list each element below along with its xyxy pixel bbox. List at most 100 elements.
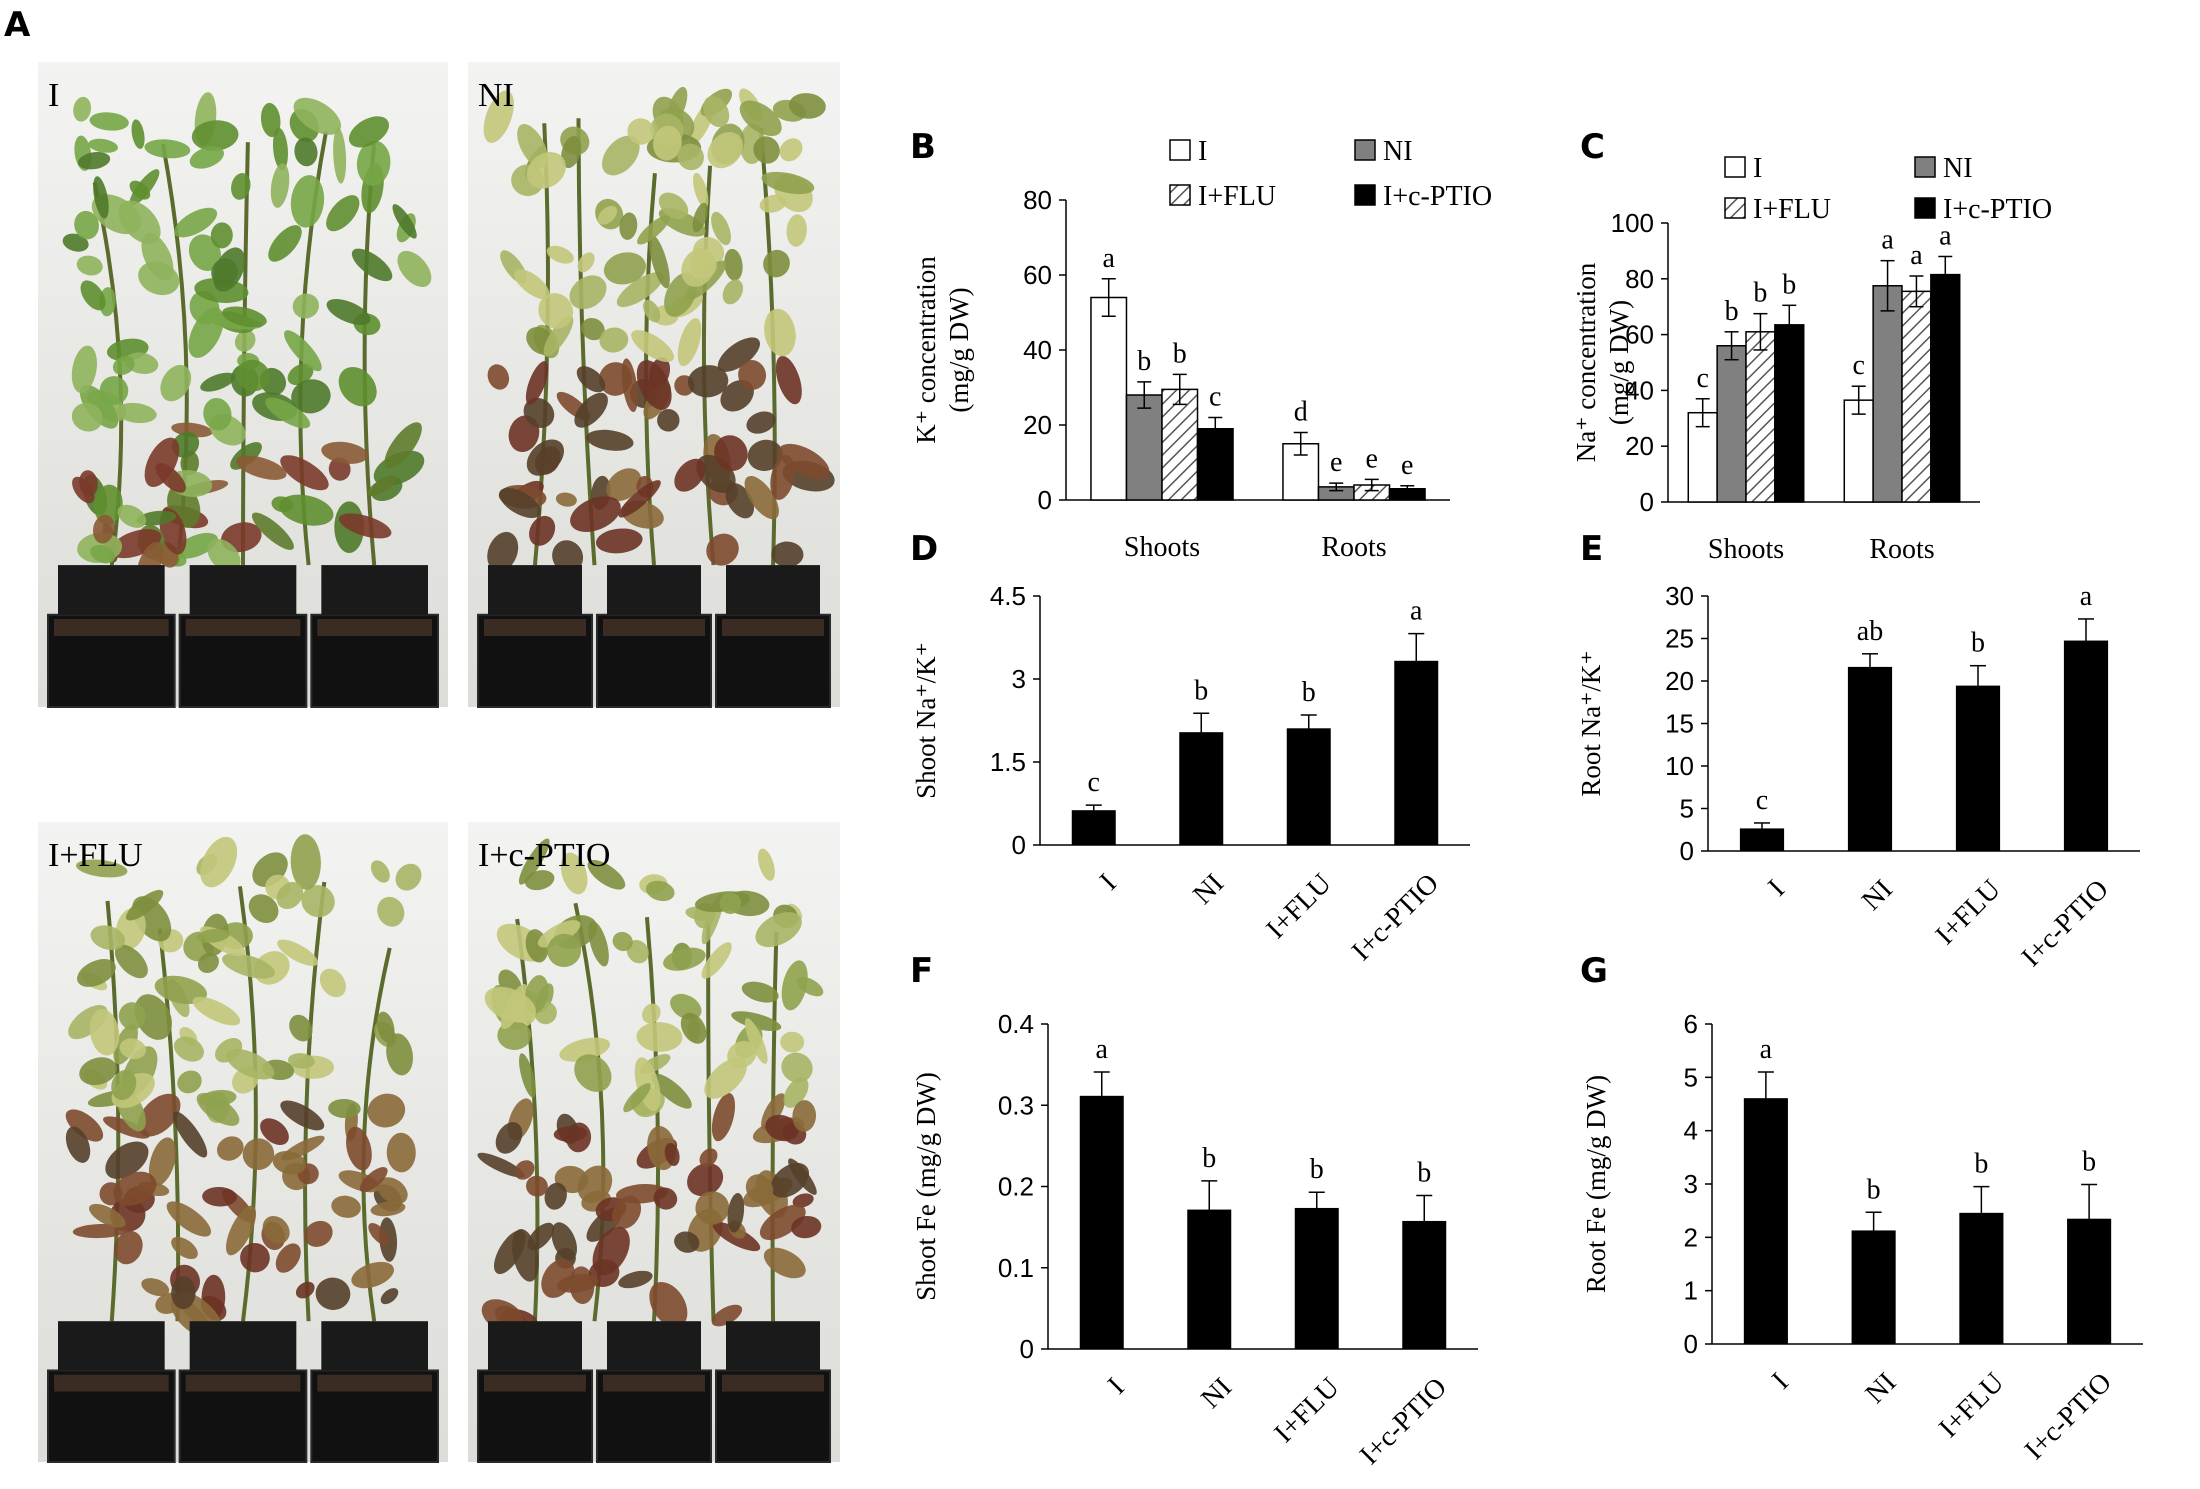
y-tick-label: 10 bbox=[1665, 751, 1694, 781]
legend-swatch-i-c-ptio bbox=[1354, 184, 1376, 206]
significance-letter: e bbox=[1366, 443, 1378, 474]
y-tick-label: 100 bbox=[1611, 208, 1654, 238]
y-tick-label: 2 bbox=[1684, 1222, 1698, 1252]
plant-photo-ni: NI bbox=[468, 62, 840, 709]
significance-letter: b bbox=[1310, 1154, 1324, 1185]
bar-i-flu bbox=[1286, 728, 1331, 846]
bar-i-flu-shoots bbox=[1161, 388, 1199, 501]
bar-ni bbox=[1851, 1230, 1896, 1345]
chart-g: G 0 1 2 3 4 5 6 Root Fe (mg/g DW) a Ib NI b I+FLU b I+c… bbox=[1580, 951, 2143, 1466]
category-label-i-flu: I+FLU bbox=[1260, 868, 1337, 945]
chart-c: C 0 20 40 60 80 100 Na⁺ concentration (mg/g DW) c… bbox=[1571, 127, 2052, 565]
y-axis-title-line-2: (mg/g DW) bbox=[1604, 300, 1634, 425]
significance-letter: b bbox=[1173, 338, 1187, 369]
category-label-roots: Roots bbox=[1869, 534, 1934, 565]
bar-i-c-ptio-roots bbox=[1930, 273, 1961, 503]
bar-i-roots bbox=[1843, 399, 1874, 503]
y-tick-label: 80 bbox=[1023, 185, 1052, 215]
legend-label-ni: NI bbox=[1383, 136, 1413, 167]
bar-i-flu bbox=[1294, 1207, 1339, 1350]
legend-label-i: I bbox=[1753, 153, 1762, 184]
y-tick-label: 4.5 bbox=[990, 581, 1026, 611]
y-tick-label: 5 bbox=[1684, 1062, 1698, 1092]
chart-e: E 0 5 10 15 20 25 30 Root Na⁺/K⁺ c Iab NI b I+FLU a I+c… bbox=[1576, 529, 2140, 973]
significance-letter: b bbox=[1974, 1149, 1988, 1180]
photo-label-i-c-ptio: I+c-PTIO bbox=[478, 837, 610, 874]
y-tick-label: 0 bbox=[1012, 830, 1026, 860]
y-axis-title: Root Na⁺/K⁺ bbox=[1576, 650, 1606, 796]
category-label-i-flu: I+FLU bbox=[1933, 1367, 2010, 1444]
y-tick-label: 0.3 bbox=[998, 1090, 1034, 1120]
significance-letter: b bbox=[1782, 269, 1796, 300]
significance-letter: c bbox=[1696, 363, 1708, 394]
significance-letter: b bbox=[1417, 1157, 1431, 1188]
significance-letter: ab bbox=[1857, 616, 1883, 647]
y-tick-label: 40 bbox=[1023, 335, 1052, 365]
bar-i bbox=[1079, 1095, 1124, 1350]
significance-letter: b bbox=[2082, 1147, 2096, 1178]
panel-letter-a: A bbox=[4, 5, 31, 45]
y-tick-label: 20 bbox=[1665, 666, 1694, 696]
significance-letter: c bbox=[1852, 350, 1864, 381]
panel-letter-d: D bbox=[910, 529, 938, 569]
y-axis-title-line-1: Na⁺ concentration bbox=[1571, 262, 1601, 462]
category-label-i: I bbox=[1102, 1372, 1131, 1401]
legend: I NI I+FLU I+c-PTIO bbox=[1169, 136, 1492, 212]
legend-swatch-ni bbox=[1354, 139, 1376, 161]
bar-ni bbox=[1179, 732, 1224, 846]
significance-letter: b bbox=[1202, 1143, 1216, 1174]
category-label-i-flu: I+FLU bbox=[1268, 1372, 1345, 1449]
bar-i-flu-roots bbox=[1901, 290, 1932, 503]
panel-letter-c: C bbox=[1580, 127, 1605, 167]
y-tick-label: 4 bbox=[1684, 1116, 1698, 1146]
category-label-ni: NI bbox=[1860, 1367, 1903, 1410]
bar-i-flu-shoots bbox=[1745, 331, 1776, 503]
chart-f: F 0 0.1 0.2 0.3 0.4 Shoot Fe (mg/g DW) a Ib NI b I+… bbox=[910, 951, 1478, 1471]
y-tick-label: 3 bbox=[1684, 1169, 1698, 1199]
y-tick-label: 80 bbox=[1625, 264, 1654, 294]
significance-letter: c bbox=[1756, 785, 1768, 816]
significance-letter: b bbox=[1753, 278, 1767, 309]
category-label-i-c-ptio: I+c-PTIO bbox=[1354, 1372, 1453, 1471]
bar-i bbox=[1739, 828, 1785, 852]
category-label-roots: Roots bbox=[1321, 532, 1386, 563]
legend-swatch-i bbox=[1169, 139, 1191, 161]
photo-grid: I NI I+FLU I+c-PTIO bbox=[38, 62, 840, 1463]
category-label-ni: NI bbox=[1187, 868, 1230, 911]
y-tick-label: 40 bbox=[1625, 375, 1654, 405]
y-axis-title-line-1: K⁺ concentration bbox=[911, 256, 941, 444]
category-label-i-c-ptio: I+c-PTIO bbox=[2019, 1367, 2118, 1466]
legend: I NI I+FLU I+c-PTIO bbox=[1724, 153, 2052, 225]
y-tick-label: 1.5 bbox=[990, 747, 1026, 777]
significance-letter: e bbox=[1330, 447, 1342, 478]
significance-letter: a bbox=[1410, 596, 1423, 627]
plant-photo-i: I bbox=[38, 62, 448, 709]
legend-swatch-i-flu bbox=[1169, 184, 1191, 206]
legend-label-i-flu: I+FLU bbox=[1753, 194, 1831, 225]
y-tick-label: 6 bbox=[1684, 1009, 1698, 1039]
y-axis-title-line-2: (mg/g DW) bbox=[944, 287, 974, 412]
bar-ni-shoots bbox=[1125, 394, 1163, 501]
y-tick-label: 3 bbox=[1012, 664, 1026, 694]
bar-ni bbox=[1847, 666, 1893, 852]
bar-i bbox=[1743, 1098, 1788, 1345]
plant-photo-i-flu: I+FLU bbox=[38, 822, 448, 1463]
significance-letter: a bbox=[1910, 240, 1923, 271]
category-label-i-c-ptio: I+c-PTIO bbox=[2016, 874, 2115, 973]
significance-letter: e bbox=[1401, 450, 1413, 481]
photo-label-i: I bbox=[48, 77, 59, 114]
bar-i-flu bbox=[1959, 1212, 2004, 1345]
significance-letter: a bbox=[1103, 243, 1116, 274]
category-label-i: I bbox=[1762, 874, 1791, 903]
category-label-i: I bbox=[1766, 1367, 1795, 1396]
legend-swatch-i bbox=[1724, 156, 1746, 178]
y-tick-label: 25 bbox=[1665, 624, 1694, 654]
significance-letter: a bbox=[1096, 1034, 1109, 1065]
significance-letter: b bbox=[1725, 296, 1739, 327]
y-axis-title: Shoot Fe (mg/g DW) bbox=[911, 1072, 941, 1301]
bar-ni bbox=[1187, 1209, 1232, 1350]
bar-i-c-ptio bbox=[1402, 1220, 1447, 1350]
significance-letter: d bbox=[1294, 397, 1308, 428]
category-label-i: I bbox=[1094, 868, 1123, 897]
